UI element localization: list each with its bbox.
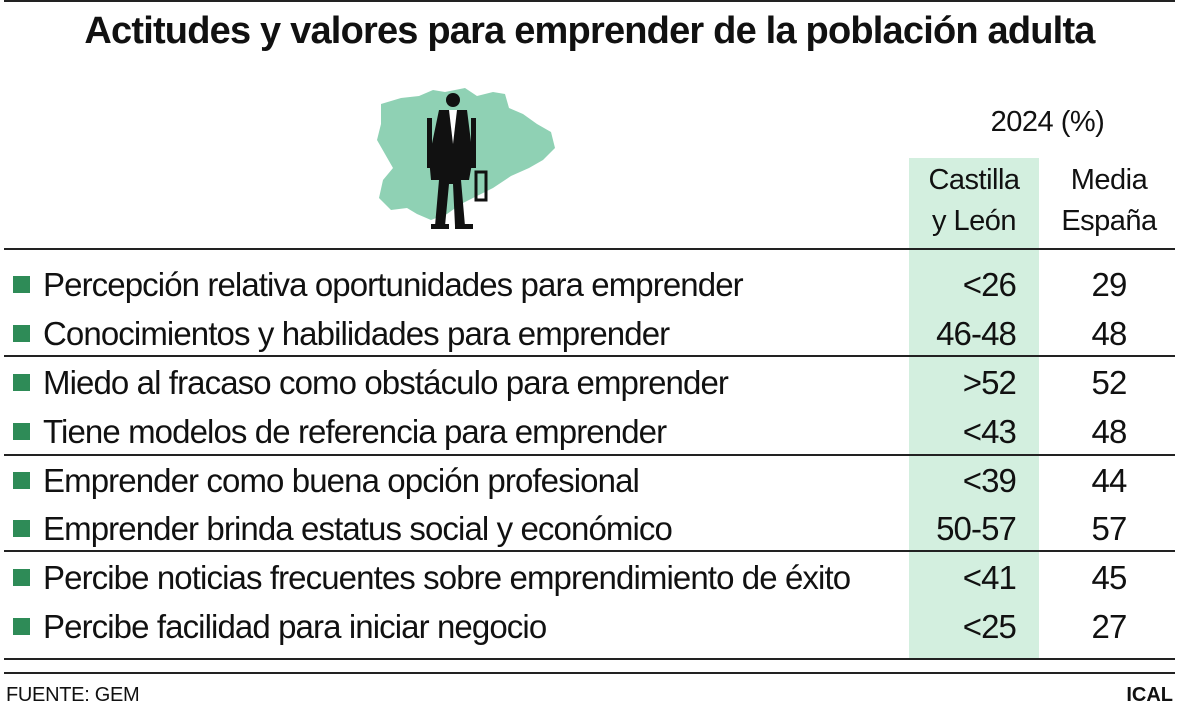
top-rule bbox=[4, 0, 1175, 2]
source-note: FUENTE: GEM bbox=[6, 684, 140, 706]
table-row: Miedo al fracaso como obstáculo para emp… bbox=[0, 358, 1179, 407]
row-label: Emprender como buena opción profesional bbox=[43, 462, 640, 499]
value-castilla-leon: 46-48 bbox=[936, 315, 1017, 352]
column-header-castilla-leon: Castilla y León bbox=[928, 164, 1020, 237]
value-media-espana: 27 bbox=[1091, 608, 1128, 645]
value-castilla-leon: <26 bbox=[962, 266, 1017, 303]
bullet-square bbox=[13, 276, 30, 293]
bullet-square bbox=[13, 374, 30, 391]
bullet-square bbox=[13, 618, 30, 635]
column-header-media-espana: Media España bbox=[1061, 164, 1157, 237]
table-row: Percepción relativa oportunidades para e… bbox=[0, 260, 1179, 309]
row-label: Tiene modelos de referencia para emprend… bbox=[43, 413, 667, 450]
footer-rule bbox=[4, 672, 1175, 674]
row-label: Miedo al fracaso como obstáculo para emp… bbox=[43, 364, 729, 401]
value-castilla-leon: <41 bbox=[962, 559, 1017, 596]
bullet-square bbox=[13, 423, 30, 440]
table-row: Percibe noticias frecuentes sobre empren… bbox=[0, 553, 1179, 602]
group-divider bbox=[4, 454, 1175, 456]
table-row: Conocimientos y habilidades para emprend… bbox=[0, 309, 1179, 358]
row-label: Conocimientos y habilidades para emprend… bbox=[43, 315, 670, 352]
bullet-square bbox=[13, 472, 30, 489]
table-bottom-rule bbox=[4, 658, 1175, 660]
value-media-espana: 48 bbox=[1091, 315, 1128, 352]
value-media-espana: 45 bbox=[1091, 559, 1128, 596]
table-row: Emprender como buena opción profesional <… bbox=[0, 456, 1179, 505]
value-media-espana: 48 bbox=[1091, 413, 1128, 450]
chart-title: Actitudes y valores para emprender de la… bbox=[84, 10, 1095, 52]
year-unit-label: 2024 (%) bbox=[990, 106, 1105, 138]
row-label: Percepción relativa oportunidades para e… bbox=[43, 266, 744, 303]
row-label: Percibe facilidad para iniciar negocio bbox=[43, 608, 547, 645]
header-rule bbox=[4, 248, 1175, 250]
row-label: Emprender brinda estatus social y económ… bbox=[43, 510, 673, 547]
value-castilla-leon: >52 bbox=[962, 364, 1017, 401]
brand-label: ICAL bbox=[1126, 684, 1173, 706]
value-castilla-leon: <25 bbox=[962, 608, 1017, 645]
value-media-espana: 52 bbox=[1091, 364, 1128, 401]
value-media-espana: 44 bbox=[1091, 462, 1128, 499]
value-castilla-leon: <43 bbox=[962, 413, 1017, 450]
table-row: Percibe facilidad para iniciar negocio <2… bbox=[0, 602, 1179, 651]
table-row: Tiene modelos de referencia para emprend… bbox=[0, 407, 1179, 456]
group-divider bbox=[4, 355, 1175, 357]
bullet-square bbox=[13, 520, 30, 537]
castilla-leon-column-highlight bbox=[909, 158, 1039, 658]
table-row: Emprender brinda estatus social y económ… bbox=[0, 504, 1179, 553]
value-castilla-leon: <39 bbox=[962, 462, 1017, 499]
bullet-square bbox=[13, 325, 30, 342]
value-media-espana: 57 bbox=[1091, 510, 1128, 547]
businessman-map-illustration bbox=[377, 88, 555, 229]
businessman-silhouette bbox=[427, 93, 488, 229]
row-label: Percibe noticias frecuentes sobre empren… bbox=[43, 559, 851, 596]
value-castilla-leon: 50-57 bbox=[936, 510, 1017, 547]
bullet-square bbox=[13, 569, 30, 586]
value-media-espana: 29 bbox=[1091, 266, 1128, 303]
group-divider bbox=[4, 550, 1175, 552]
